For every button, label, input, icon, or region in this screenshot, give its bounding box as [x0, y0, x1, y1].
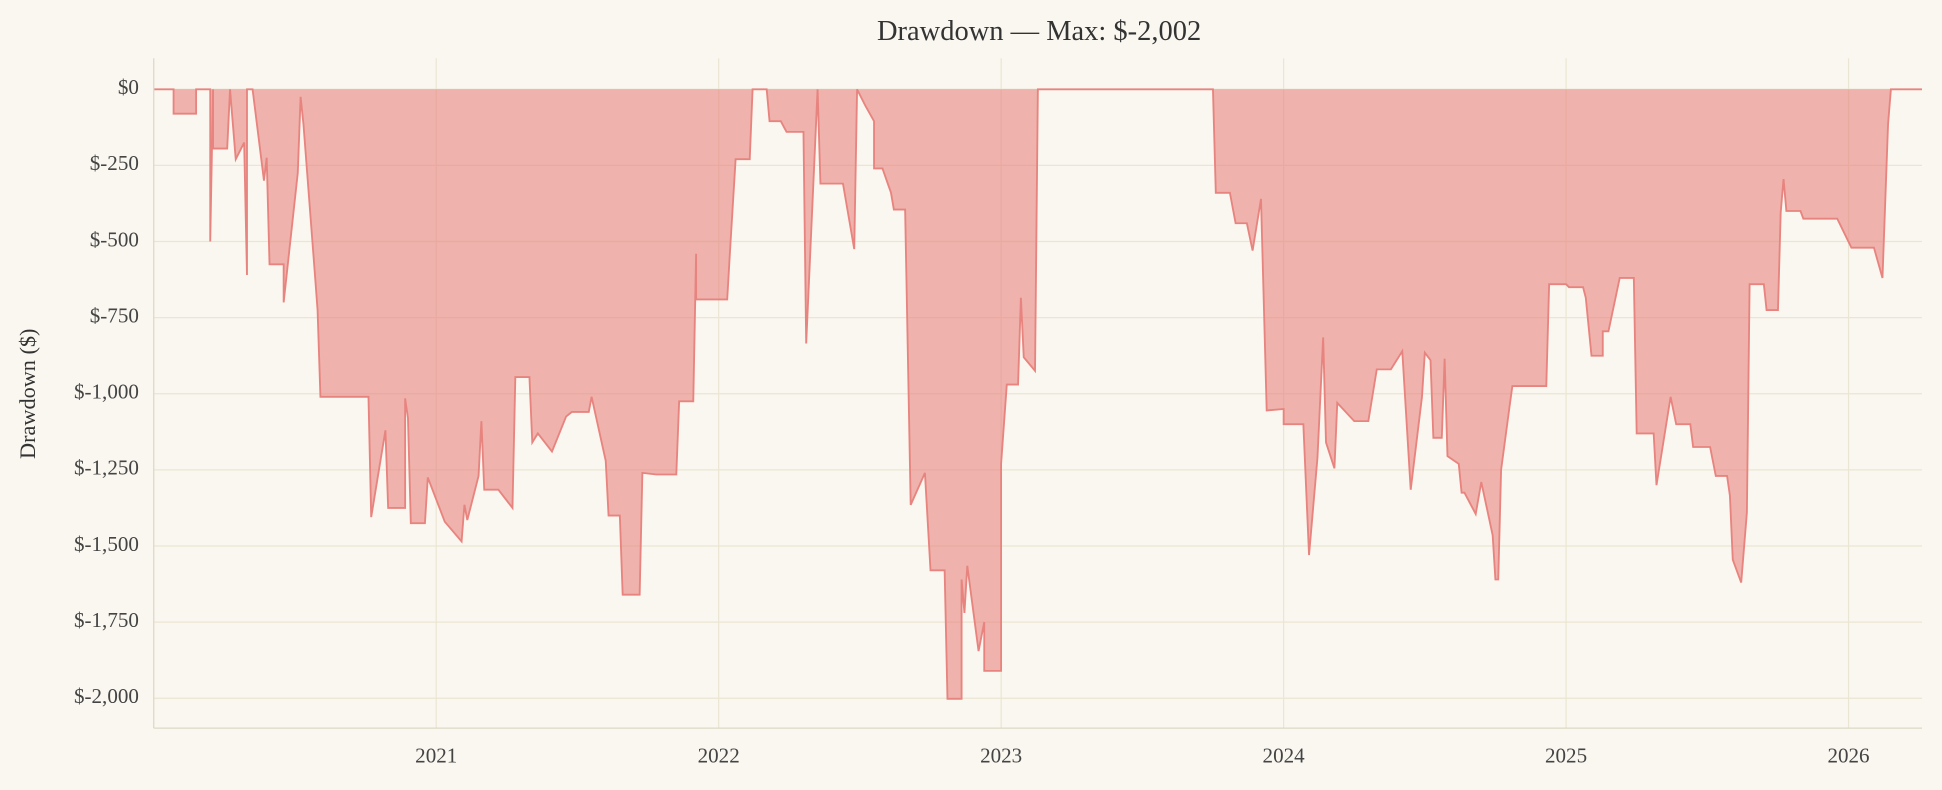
y-axis-label: Drawdown ($) [15, 329, 40, 459]
y-tick-label: $-750 [90, 303, 139, 327]
x-tick-label: 2023 [980, 744, 1022, 768]
y-tick-label: $-1,250 [74, 456, 139, 480]
x-tick-label: 2025 [1545, 744, 1587, 768]
y-tick-label: $-1,750 [74, 608, 139, 632]
x-tick-label: 2022 [698, 744, 740, 768]
drawdown-line [153, 88, 1922, 700]
chart-title: Drawdown — Max: $-2,002 [877, 16, 1201, 47]
plot-area [153, 88, 1922, 700]
y-tick-label: $0 [118, 75, 139, 99]
y-tick-label: $-250 [90, 151, 139, 175]
x-tick-label: 2026 [1827, 744, 1869, 768]
y-tick-label: $-1,000 [74, 380, 139, 404]
x-tick-label: 2021 [415, 744, 457, 768]
x-tick-label: 2024 [1263, 744, 1306, 768]
y-tick-label: $-500 [90, 227, 139, 251]
y-tick-label: $-1,500 [74, 532, 139, 556]
y-tick-label: $-2,000 [74, 684, 139, 708]
drawdown-area [153, 89, 1922, 699]
